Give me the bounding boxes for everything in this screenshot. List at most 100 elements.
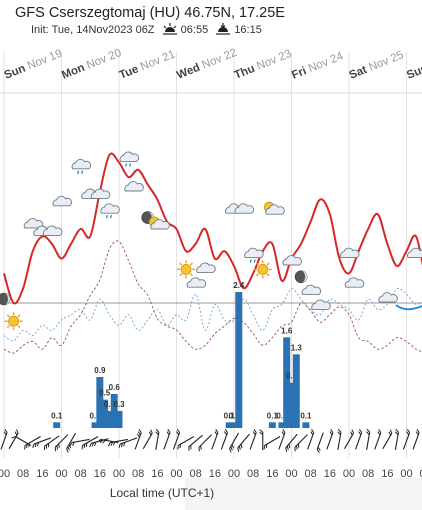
wind-barb [200,445,202,450]
sun-icon [4,312,23,331]
cloud-shape [407,247,422,259]
wind-shaft [220,432,229,450]
wind-arrow [263,436,281,450]
wind-barb [102,439,106,444]
cloud-shape [90,188,111,199]
cloud-shape [42,225,63,236]
precip-bar [53,422,61,428]
wind-arrow [134,428,142,450]
wind-arrow [211,428,219,450]
wind-shaft [394,432,400,450]
precip-label: 0.1 [276,411,288,420]
wind-shaft [285,433,298,449]
sun-disc [8,315,19,327]
wind-barb [118,443,121,449]
rain-drop [109,215,112,219]
wind-barb [14,431,18,436]
cloud-shape [311,299,331,310]
rain-drop [81,170,84,174]
wind-barb [155,428,160,433]
wind-barb [16,429,19,434]
cloud-shape [52,195,72,207]
wind-barb [215,428,219,433]
cloud-shape [186,277,207,288]
wind-barb [359,428,363,433]
cloud-icon [311,299,331,310]
wind-barb [310,431,314,436]
sun-cloud-icon [148,216,170,230]
wind-barb [297,443,300,448]
day-label: Tue Nov 21 [118,48,177,81]
day-label: Fri Nov 24 [290,50,345,82]
precip-bar [268,422,276,428]
cloud-shape [23,218,44,229]
wind-arrow [249,428,257,450]
cloud-shape [71,158,92,170]
wind-barb [351,429,354,434]
wind-barb [176,431,180,436]
rain-drop [105,215,108,219]
hour-tick-label: 16 [151,468,163,480]
wind-shaft [178,436,195,446]
hour-tick-label: 08 [190,468,202,480]
wind-shaft [382,432,393,450]
wind-arrow [374,428,382,450]
chart-title: GFS Cserszegtomaj (HU) 46.75N, 17.25E [15,5,285,21]
wind-arrow [89,438,109,448]
precip-bar [302,422,310,428]
precip-label: 1.6 [281,326,293,335]
wind-shaft [294,434,308,448]
wind-arrow [326,428,334,450]
wind-arrow [344,429,354,450]
wind-shaft [110,438,128,444]
day-band [61,93,119,428]
precip-label: 0.5 [99,389,111,398]
cloud-rain-icon [244,247,264,263]
wind-shaft [155,432,160,450]
hour-tick-label: 00 [285,468,297,480]
wind-arrow [307,428,315,450]
wind-shaft [24,436,41,446]
cloud-icon [23,218,44,229]
precip-bar [115,411,123,428]
sunrise-icon [162,23,177,35]
precip-label: 0.9 [94,366,106,375]
wind-shaft [237,433,250,449]
wind-barb [94,441,97,446]
wind-shaft [0,432,8,450]
wind-shaft [188,434,203,448]
wind-shaft [71,438,90,444]
cloud-rain-icon [100,203,120,219]
wind-shaft [264,436,281,446]
temperature-line [3,152,422,305]
day-band [176,93,234,428]
wind-shaft [402,432,411,450]
wind-shaft [90,438,109,444]
wind-barb [395,428,399,433]
wind-shaft [142,432,153,450]
wind-shaft [134,432,142,450]
cloud-icon [124,181,144,192]
wind-shaft [211,432,219,450]
cloud-icon [407,247,422,259]
wind-barb [97,439,101,443]
wind-arrow [220,428,229,450]
day-label: Mon Nov 20 [60,47,123,82]
cloud-icon [340,247,360,259]
hour-tick-label: 08 [247,468,259,480]
wind-barb [69,442,73,447]
dew-point-line [3,240,422,354]
wind-barb [282,428,286,433]
wind-arrow [66,432,77,453]
wind-barb [366,428,371,433]
wind-shaft [172,432,181,450]
cloud-shape [344,277,365,288]
rain-drop [129,163,132,167]
hour-tick-label: 00 [0,468,10,480]
wind-barb [68,444,72,449]
precip-bar [235,292,243,428]
precip-label: 0.1 [224,411,236,420]
wind-arrow [229,432,239,453]
hour-tick-labels: 00 08 16 00 08 16 00 08 16 00 08 16 00 08 16 00 08 16 00 08… [0,468,422,480]
